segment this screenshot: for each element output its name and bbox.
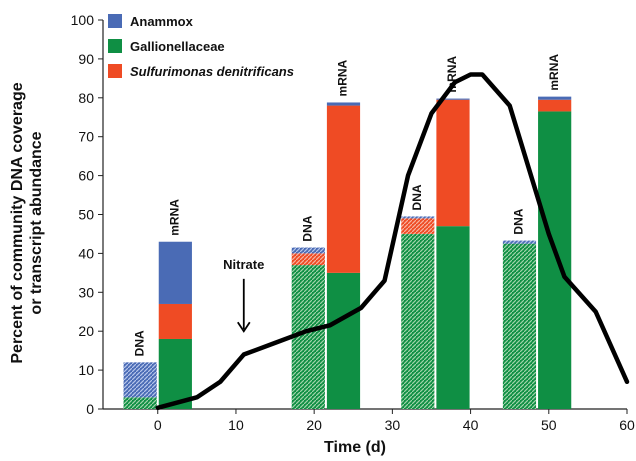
- legend-label-anammox: Anammox: [130, 14, 194, 29]
- y-tick-label: 20: [78, 323, 94, 339]
- bar-segment-anammox: [123, 362, 157, 398]
- bar-segment-gallionellaceae: [401, 233, 435, 409]
- y-tick-label: 90: [78, 51, 94, 67]
- bar-segment-anammox: [436, 98, 470, 100]
- bar-segment-anammox: [538, 96, 572, 100]
- legend-swatch-gallionellaceae: [108, 39, 122, 53]
- y-tick-label: 0: [86, 401, 94, 417]
- bar-segment-anammox: [502, 240, 537, 244]
- legend-swatch-anammox: [108, 14, 122, 28]
- x-axis-title: Time (d): [324, 439, 386, 456]
- bar-label-dna: DNA: [132, 330, 146, 356]
- bar-segment-anammox: [291, 247, 325, 254]
- y-tick-label: 60: [78, 168, 94, 184]
- nitrate-curve: [155, 72, 630, 411]
- bar-segment-gallionellaceae: [291, 265, 325, 409]
- bar-label-mrna: mRNA: [336, 59, 350, 96]
- bar-segment-sulfurimonas: [436, 99, 470, 227]
- y-axis-title-line1: Percent of community DNA coverage: [9, 82, 26, 363]
- bar-label-dna: DNA: [300, 215, 314, 241]
- legend-label-gallionellaceae: Gallionellaceae: [130, 39, 225, 54]
- x-tick-label: 40: [463, 417, 479, 433]
- x-tick-label: 0: [154, 417, 162, 433]
- nitrate-annotation: Nitrate: [223, 257, 264, 333]
- bar-segment-gallionellaceae: [538, 111, 572, 409]
- bar-segment-gallionellaceae: [436, 226, 470, 409]
- y-tick-label: 40: [78, 245, 94, 261]
- y-tick-label: 80: [78, 90, 94, 106]
- legend-label-sulfurimonas: Sulfurimonas denitrificans: [130, 64, 294, 79]
- x-tick-label: 20: [306, 417, 322, 433]
- y-axis-title-line2: or transcript abundance: [28, 131, 45, 314]
- y-tick-label: 50: [78, 207, 94, 223]
- bar-label-dna: DNA: [512, 208, 526, 234]
- x-tick-label: 50: [541, 417, 557, 433]
- curve-layer: [155, 72, 630, 411]
- bar-label-mrna: mRNA: [547, 54, 561, 91]
- annotation-label: Nitrate: [223, 257, 264, 272]
- y-tick-label: 10: [78, 362, 94, 378]
- bar-label-mrna: mRNA: [168, 199, 182, 236]
- legend-swatch-sulfurimonas: [108, 64, 122, 78]
- bar-segment-sulfurimonas: [326, 105, 361, 273]
- x-tick-label: 30: [385, 417, 401, 433]
- bar-segment-sulfurimonas: [538, 99, 572, 112]
- axes: 0 10 20 30 40 50 60 70 80 90 100 0 10 20 30 40 50 60: [71, 12, 635, 433]
- bar-segment-gallionellaceae: [326, 272, 361, 409]
- bar-segment-gallionellaceae: [502, 243, 537, 409]
- y-tick-label: 100: [71, 12, 95, 28]
- bar-segment-sulfurimonas: [158, 303, 192, 339]
- annotation-arrow-head: [237, 321, 251, 333]
- bar-segment-sulfurimonas: [291, 253, 325, 266]
- bar-segment-anammox: [158, 241, 192, 304]
- y-tick-label: 30: [78, 284, 94, 300]
- bar-segment-anammox: [326, 102, 361, 106]
- bar-segment-sulfurimonas: [401, 218, 435, 234]
- bar-segment-gallionellaceae: [158, 338, 192, 409]
- bar-segment-gallionellaceae: [123, 397, 157, 409]
- x-tick-label: 10: [228, 417, 244, 433]
- y-tick-label: 70: [78, 129, 94, 145]
- legend: Anammox Gallionellaceae Sulfurimonas den…: [108, 14, 294, 79]
- bar-segment-anammox: [401, 216, 435, 219]
- bar-label-dna: DNA: [410, 184, 424, 210]
- x-tick-label: 60: [619, 417, 635, 433]
